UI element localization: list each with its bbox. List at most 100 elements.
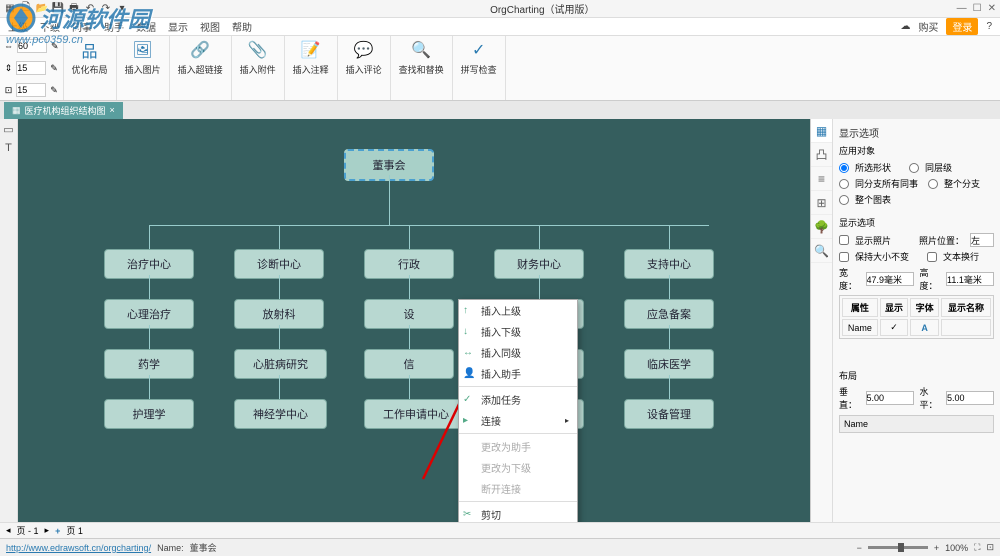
tool-text-icon[interactable]: T — [5, 142, 12, 154]
apply-selected-radio[interactable] — [839, 163, 849, 173]
vspacing-icon: ⇕ — [5, 63, 13, 74]
insert-note-button[interactable]: 📝插入注释 — [293, 39, 329, 76]
optimize-layout-button[interactable]: 品优化布局 — [72, 39, 108, 76]
text-wrap-checkbox[interactable] — [927, 252, 937, 262]
menu-view[interactable]: 视图 — [200, 19, 220, 34]
menubar: 上级 下级 同事 助手 数据 显示 视图 帮助 ☁ 购买 登录 ? — [0, 18, 1000, 36]
note-icon: 📝 — [300, 39, 322, 61]
spellcheck-button[interactable]: ✓拼写检查 — [461, 39, 497, 76]
rp-tab-shape-icon[interactable]: 凸 — [811, 143, 832, 167]
menu-data[interactable]: 数据 — [136, 19, 156, 34]
width-input[interactable] — [866, 272, 914, 286]
right-panel: ▦ 凸 ≡ ⊞ 🌳 🔍 显示选项 应用对象 所选形状 同层级 同分支所有同事 整… — [810, 119, 1000, 522]
qat-print-icon[interactable]: 🖶 — [68, 3, 80, 15]
context-menu-item[interactable]: ✓添加任务 — [459, 389, 577, 410]
insert-attachment-button[interactable]: 📎插入附件 — [240, 39, 276, 76]
apply-all-radio[interactable] — [839, 195, 849, 205]
help-icon[interactable]: ? — [986, 21, 992, 32]
rp-tab-tree-icon[interactable]: 🌳 — [811, 215, 832, 239]
context-menu-item[interactable]: ↑插入上级 — [459, 300, 577, 321]
fit-page-icon[interactable]: ⛶ — [974, 542, 980, 553]
layout-icon: 品 — [79, 39, 101, 61]
vspacing-input[interactable] — [16, 61, 46, 75]
rp-tab-search-icon[interactable]: 🔍 — [811, 239, 832, 263]
layout-horiz-input[interactable] — [946, 391, 994, 405]
page-label[interactable]: 页 - 1 — [17, 524, 39, 537]
qat-dropdown-icon[interactable]: ▾ — [116, 3, 128, 15]
menu-assistant[interactable]: 助手 — [104, 19, 124, 34]
zoom-out-button[interactable]: − — [857, 543, 862, 553]
search-icon: 🔍 — [410, 39, 432, 61]
menu-item-icon: ✓ — [463, 394, 475, 405]
photo-pos-input[interactable] — [970, 233, 994, 247]
menu-help[interactable]: 帮助 — [232, 19, 252, 34]
apply-branch-radio[interactable] — [928, 179, 938, 189]
qat-new-icon[interactable]: 🗋 — [20, 3, 32, 15]
zoom-value: 100% — [945, 543, 968, 553]
status-url[interactable]: http://www.edrawsoft.cn/orgcharting/ — [6, 543, 151, 553]
login-button[interactable]: 登录 — [946, 18, 978, 35]
buy-link[interactable]: 购买 — [918, 19, 938, 34]
height-input[interactable] — [946, 272, 994, 286]
minimize-button[interactable]: — — [957, 3, 967, 14]
context-menu-item[interactable]: ✂剪切 — [459, 504, 577, 522]
menu-colleague[interactable]: 同事 — [72, 19, 92, 34]
page-nav[interactable]: 页 1 — [66, 524, 83, 537]
rp-tab-display-icon[interactable]: ▦ — [811, 119, 832, 143]
table-row[interactable]: Name✓A — [842, 319, 991, 336]
canvas[interactable]: 董事会治疗中心心理治疗药学护理学诊断中心放射科心脏病研究神经学中心行政设信工作申… — [18, 119, 810, 522]
zoom-slider[interactable] — [868, 546, 928, 549]
menu-display[interactable]: 显示 — [168, 19, 188, 34]
show-photo-checkbox[interactable] — [839, 235, 849, 245]
org-node[interactable]: 工作申请中心 — [364, 399, 468, 429]
find-replace-button[interactable]: 🔍查找和替换 — [399, 39, 444, 76]
fullscreen-icon[interactable]: ⊡ — [986, 542, 994, 553]
check-icon: ✓ — [468, 39, 490, 61]
page-add-button[interactable]: + — [55, 526, 60, 536]
qat-app-icon[interactable]: ▦ — [4, 3, 16, 15]
keep-size-checkbox[interactable] — [839, 252, 849, 262]
spacing3-input[interactable] — [16, 83, 46, 97]
page-next-icon[interactable]: ▸ — [45, 525, 50, 536]
status-name-value: 董事会 — [190, 541, 217, 554]
ribbon-spacing-group: ⇔✎ ⇕✎ ⊡✎ — [0, 36, 64, 100]
menu-item-icon: ↔ — [463, 347, 475, 358]
context-menu-item[interactable]: ▸连接 — [459, 410, 577, 431]
context-menu-item[interactable]: ↓插入下级 — [459, 321, 577, 342]
maximize-button[interactable]: ☐ — [973, 3, 982, 14]
org-node[interactable]: 心脏病研究 — [234, 349, 327, 379]
qat-open-icon[interactable]: 📂 — [36, 3, 48, 15]
page-bar: ◂ 页 - 1 ▸ + 页 1 — [0, 522, 1000, 538]
cloud-icon[interactable]: ☁ — [900, 21, 910, 32]
apply-level-radio[interactable] — [909, 163, 919, 173]
org-node[interactable]: 设备管理 — [624, 399, 714, 429]
qat-redo-icon[interactable]: ↷ — [100, 3, 112, 15]
right-panel-content: 显示选项 应用对象 所选形状 同层级 同分支所有同事 整个分支 整个图表 显示选… — [833, 119, 1000, 522]
context-menu-item[interactable]: ↔插入同级 — [459, 342, 577, 363]
menu-item-icon: ✂ — [463, 509, 475, 520]
close-button[interactable]: ✕ — [988, 3, 996, 14]
zoom-in-button[interactable]: + — [934, 543, 939, 553]
tool-pointer-icon[interactable]: ▭ — [3, 123, 13, 136]
org-node[interactable]: 护理学 — [104, 399, 194, 429]
menu-superior[interactable]: 上级 — [8, 19, 28, 34]
rp-tab-list-icon[interactable]: ≡ — [811, 167, 832, 191]
qat-undo-icon[interactable]: ↶ — [84, 3, 96, 15]
insert-hyperlink-button[interactable]: 🔗插入超链接 — [178, 39, 223, 76]
rp-tab-data-icon[interactable]: ⊞ — [811, 191, 832, 215]
layout-vert-input[interactable] — [866, 391, 914, 405]
document-tab[interactable]: ▦ 医疗机构组织结构图 × — [4, 102, 123, 119]
qat-save-icon[interactable]: 💾 — [52, 3, 64, 15]
context-menu-item[interactable]: 👤插入助手 — [459, 363, 577, 384]
insert-comment-button[interactable]: 💬插入评论 — [346, 39, 382, 76]
org-node[interactable]: 神经学中心 — [234, 399, 327, 429]
layout-preview[interactable]: Name — [839, 415, 994, 433]
menu-subordinate[interactable]: 下级 — [40, 19, 60, 34]
page-prev-icon[interactable]: ◂ — [6, 525, 11, 536]
quick-access-toolbar: ▦ 🗋 📂 💾 🖶 ↶ ↷ ▾ — [4, 3, 128, 15]
tab-close-icon[interactable]: × — [110, 105, 115, 115]
display-title: 显示选项 — [839, 216, 994, 229]
hspacing-input[interactable] — [17, 39, 47, 53]
insert-image-button[interactable]: 🖼插入图片 — [125, 39, 161, 76]
apply-branch-colleagues-radio[interactable] — [839, 179, 849, 189]
